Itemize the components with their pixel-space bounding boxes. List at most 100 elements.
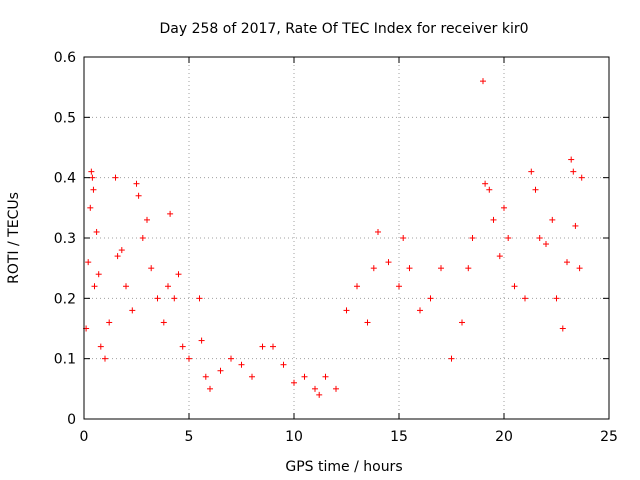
data-point [480,78,486,85]
y-tick-label: 0.1 [54,352,76,368]
data-point [427,295,434,302]
data-point [91,283,98,290]
data-point [486,186,493,193]
grid-lines [84,57,609,419]
data-point [490,216,497,223]
data-point [217,367,224,374]
data-point [175,271,182,278]
data-point [511,283,518,290]
data-point [167,210,174,217]
data-point [102,355,108,362]
data-point [522,295,528,302]
data-point [572,222,579,229]
data-point [364,319,371,326]
data-point [202,373,209,380]
data-point [469,235,476,241]
x-tick-label: 15 [390,429,408,445]
data-point [448,355,455,362]
axis-ticks: 0 5 10 15 20 25 0 0.1 0.2 0.3 0.4 0.5 0.6 [54,50,618,445]
data-point [482,180,489,187]
data-point [568,156,575,163]
data-point [570,168,577,175]
data-point [549,216,556,223]
data-point [165,283,171,290]
x-tick-label: 25 [600,429,618,445]
x-tick-label: 10 [285,429,303,445]
data-point [87,204,94,211]
data-point [354,283,360,290]
data-point [85,259,92,266]
data-point [543,241,549,248]
x-tick-label: 5 [185,429,194,445]
data-point [301,373,308,380]
data-point [114,253,121,260]
data-point [505,235,512,241]
plot-frame [83,56,610,420]
data-point [207,385,213,392]
data-point [238,361,245,368]
y-tick-label: 0.4 [54,171,76,187]
data-point [578,174,585,181]
data-point [559,325,566,332]
data-point [564,259,570,266]
data-point [312,385,318,392]
data-point [270,343,276,350]
data-point [438,265,444,272]
data-point [135,192,142,199]
x-axis-label: GPS time / hours [285,459,402,475]
data-point [186,355,192,362]
data-point [133,180,140,187]
data-point [123,283,129,290]
y-tick-label: 0.5 [54,110,76,126]
data-point [93,228,100,235]
data-point [396,283,402,290]
data-point [196,295,203,302]
data-point [106,319,113,326]
y-tick-label: 0.3 [54,231,76,247]
data-point [576,265,583,272]
data-point [90,186,97,193]
data-point [148,265,155,272]
data-point [112,174,119,181]
data-point [322,373,329,380]
data-point [501,204,507,211]
data-point [333,385,339,392]
data-point [459,319,465,326]
data-point [280,361,287,368]
data-point [417,307,423,314]
data-point [400,235,407,241]
y-tick-label: 0.6 [54,50,76,66]
data-point [89,174,96,181]
data-point [343,307,350,314]
data-point [129,307,136,314]
data-point [88,168,95,175]
data-point [249,373,255,380]
data-point [553,295,560,302]
data-point [532,186,539,193]
data-point [228,355,234,362]
data-point [154,295,161,302]
data-point [536,235,543,241]
data-point [144,216,150,223]
x-tick-label: 20 [495,429,513,445]
data-point [496,253,503,260]
data-point [375,228,381,235]
data-point [259,343,266,350]
data-point [179,343,186,350]
data-point [160,319,167,326]
y-tick-label: 0 [67,412,76,428]
data-point [139,235,146,241]
data-point [97,343,104,350]
data-point [95,271,102,278]
data-point [198,337,205,344]
x-tick-label: 0 [80,429,89,445]
data-point [465,265,472,272]
chart-title: Day 258 of 2017, Rate Of TEC Index for r… [159,21,528,37]
y-axis-label: ROTI / TECUs [6,192,22,284]
data-point [171,295,178,302]
data-point [385,259,392,266]
data-point [291,379,297,386]
data-point [118,247,125,254]
data-point [370,265,377,272]
